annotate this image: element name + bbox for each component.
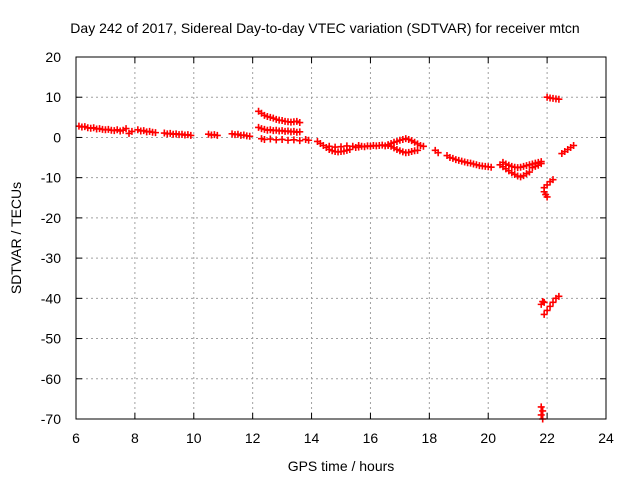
y-tick-label: 10 [45,89,61,105]
data-point [543,306,551,314]
data-point [260,135,268,143]
x-tick-label: 18 [422,430,438,446]
x-tick-label: 12 [245,430,261,446]
data-point [540,298,548,306]
data-point [539,298,547,306]
axis-ticks [75,56,607,420]
data-point [305,136,313,144]
data-point [343,142,351,150]
data-point [414,146,422,154]
data-point [278,135,286,143]
data-point [296,119,304,127]
y-tick-label: -50 [41,331,61,347]
data-point [487,163,495,171]
x-tick-label: 24 [598,430,614,446]
data-point [152,129,159,137]
y-tick-label: -30 [41,250,61,266]
data-point [537,403,545,411]
data-points [75,93,578,423]
data-point [549,176,557,184]
data-point [549,298,557,306]
data-point [434,149,442,157]
x-tick-label: 6 [72,430,80,446]
data-point [525,168,533,176]
data-point [555,95,563,103]
data-point [213,131,221,139]
data-point [296,128,304,136]
data-point [539,407,547,415]
x-tick-label: 10 [186,430,202,446]
x-tick-label: 8 [131,430,139,446]
y-tick-label: -40 [41,290,61,306]
data-point [325,142,333,150]
data-point [128,127,136,135]
plot-frame [75,56,607,420]
y-tick-labels: 20 10 0 -10 -20 -30 -40 -50 -60 -70 [41,49,61,427]
y-tick-label: -60 [41,371,61,387]
y-tick-label: -10 [41,170,61,186]
data-point [540,310,548,318]
data-point [122,125,130,133]
x-tick-labels: 6 8 10 12 14 16 18 20 22 24 [72,430,614,446]
y-tick-label: -70 [41,411,61,427]
x-tick-label: 14 [304,430,320,446]
data-point [555,292,563,300]
x-tick-label: 22 [539,430,555,446]
x-tick-label: 20 [480,430,496,446]
y-tick-label: 0 [53,129,61,145]
y-axis-title: SDTVAR / TECUs [8,182,24,294]
data-point [546,302,554,310]
data-point [284,136,292,144]
data-point [543,193,551,201]
data-point [187,131,195,139]
data-point [296,137,304,145]
data-point [537,160,545,168]
data-point [337,143,345,151]
data-point [266,135,274,143]
x-tick-label: 16 [363,430,379,446]
data-point [570,141,578,149]
data-point [290,136,298,144]
data-point [272,136,280,144]
data-point [246,132,254,140]
y-tick-label: -20 [41,210,61,226]
data-point [419,142,427,150]
grid-lines [76,57,606,419]
data-point [331,143,339,151]
data-point [537,411,545,419]
y-tick-label: 20 [45,49,61,65]
x-axis-title: GPS time / hours [288,458,395,474]
chart-title: Day 242 of 2017, Sidereal Day-to-day VTE… [70,20,579,36]
